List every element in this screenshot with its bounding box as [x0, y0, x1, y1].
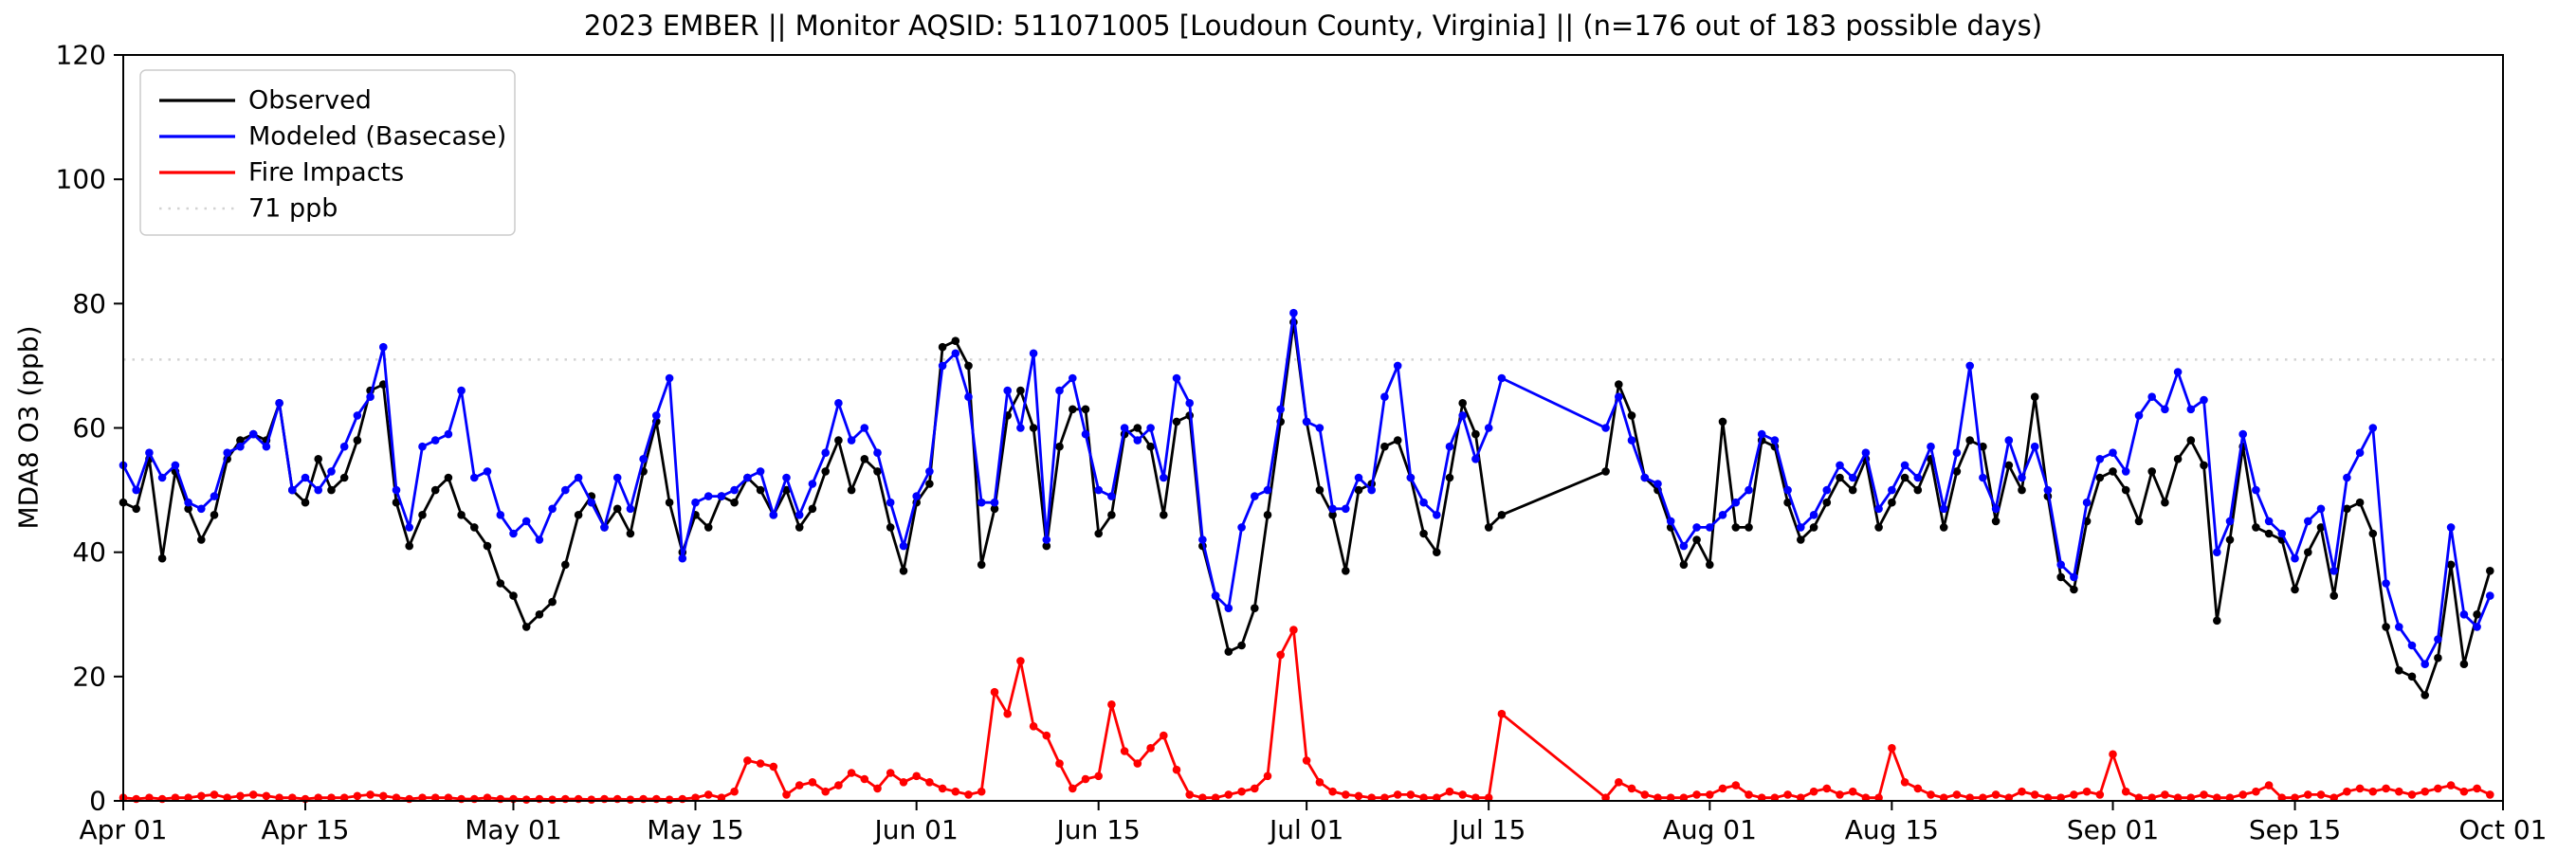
legend-label: Fire Impacts [248, 158, 404, 188]
y-tick-label: 120 [56, 40, 106, 71]
observed-line [122, 320, 2492, 697]
y-tick-label: 20 [72, 661, 106, 692]
x-tick-label: May 15 [647, 814, 743, 845]
legend-box [139, 69, 516, 236]
legend-label: 71 ppb [248, 194, 338, 224]
x-tick-label: Apr 15 [262, 814, 350, 845]
fire-impacts-line [122, 628, 2491, 802]
x-tick-label: Sep 15 [2249, 814, 2341, 845]
x-tick-label: Aug 01 [1663, 814, 1757, 845]
x-tick-label: Jul 15 [1450, 814, 1526, 845]
x-tick-label: Oct 01 [2459, 814, 2548, 845]
x-tick-label: Aug 15 [1845, 814, 1939, 845]
x-tick-label: May 01 [465, 814, 561, 845]
x-tick-label: Jun 01 [873, 814, 959, 845]
modeled-basecase-line [121, 311, 2492, 666]
x-tick-label: Jun 15 [1055, 814, 1141, 845]
legend-label: Observed [248, 86, 372, 116]
y-tick-label: 0 [89, 786, 106, 817]
legend-label: Modeled (Basecase) [248, 122, 506, 152]
legend: Observed Modeled (Basecase) Fire Impacts 71… [139, 69, 516, 236]
x-tick-label: Apr 01 [80, 814, 168, 845]
fire-impacts-series [119, 626, 2494, 804]
x-tick-label: Jul 01 [1268, 814, 1343, 845]
chart-title: 2023 EMBER || Monitor AQSID: 511071005 [… [583, 9, 2043, 42]
observed-series [119, 318, 2494, 699]
x-tick-label: Sep 01 [2067, 814, 2159, 845]
y-tick-label: 40 [72, 536, 106, 568]
y-axis-label: MDA8 O3 (ppb) [12, 325, 45, 530]
y-tick-label: 80 [72, 288, 106, 319]
y-tick-label: 60 [72, 412, 106, 444]
modeled-basecase-series [119, 308, 2494, 668]
y-tick-label: 100 [56, 164, 106, 195]
